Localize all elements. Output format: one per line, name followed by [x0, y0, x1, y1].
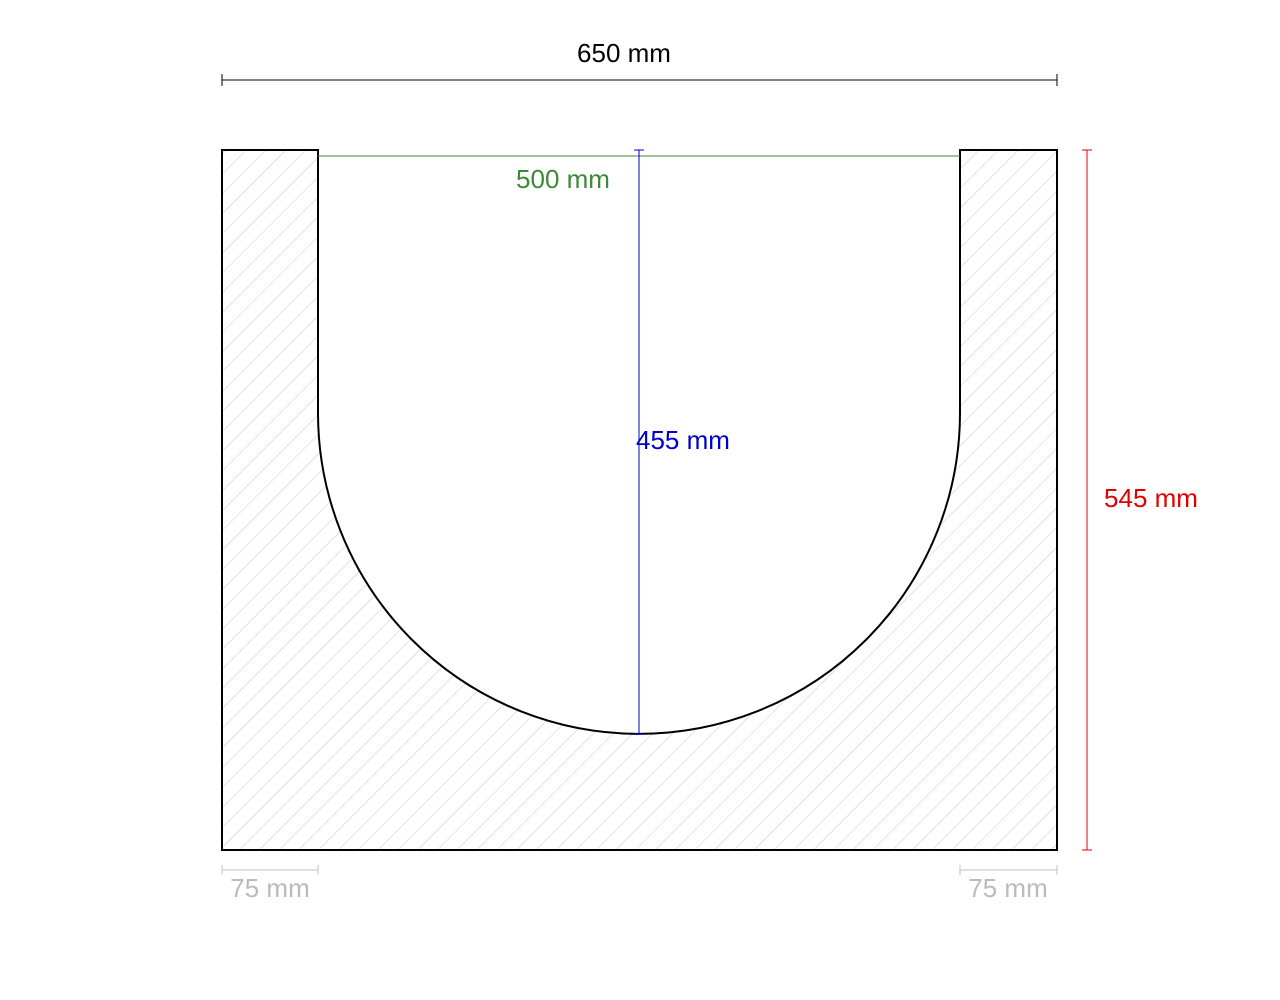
channel-section	[221, 149, 1058, 851]
inner-width-label: 500 mm	[516, 164, 610, 194]
overall-width-dimension	[221, 74, 1058, 86]
wall-dimensions	[221, 865, 1058, 875]
inner-depth-dimension	[634, 149, 644, 735]
left-wall-label: 75 mm	[230, 873, 309, 903]
right-wall-label: 75 mm	[968, 873, 1047, 903]
overall-width-label: 650 mm	[577, 38, 671, 68]
inner-depth-label: 455 mm	[636, 425, 730, 455]
overall-height-label: 545 mm	[1104, 483, 1198, 513]
overall-height-dimension	[1082, 149, 1092, 851]
